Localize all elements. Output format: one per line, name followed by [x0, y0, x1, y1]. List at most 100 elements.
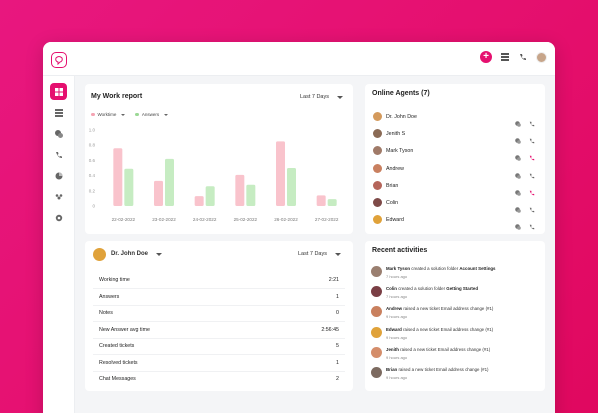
call-button[interactable] — [529, 183, 535, 201]
user-avatar[interactable] — [536, 51, 547, 63]
work-report-range-dropdown[interactable]: Last 7 Days — [300, 94, 343, 100]
agent-row[interactable]: Andrew — [365, 163, 545, 179]
bar-answers[interactable] — [124, 168, 134, 206]
call-button[interactable] — [529, 114, 535, 132]
top-bar: + — [43, 42, 555, 76]
y-tick-label: 0.8 — [89, 143, 96, 148]
grid-menu-icon[interactable] — [500, 52, 510, 62]
legend-worktime[interactable]: Worktime — [91, 112, 126, 117]
row-divider — [93, 304, 345, 306]
call-button[interactable] — [529, 131, 535, 149]
legend-answers-label: Answers — [141, 112, 160, 117]
x-tick-label: 23-02-2022 — [152, 217, 176, 222]
bar-worktime[interactable] — [194, 196, 204, 206]
activity-item[interactable]: Colin created a solution folder Getting … — [365, 284, 545, 302]
phone-icon — [529, 138, 535, 144]
users-icon — [55, 193, 62, 199]
bar-answers[interactable] — [205, 186, 215, 206]
call-button[interactable] — [529, 217, 535, 235]
sidebar-item-contacts[interactable] — [50, 188, 67, 205]
stat-value: 1 — [336, 293, 339, 300]
chat-button[interactable] — [515, 166, 521, 184]
bar-worktime[interactable] — [316, 195, 326, 206]
stat-label: Created tickets — [99, 343, 135, 349]
activity-actor: Jenith — [386, 346, 399, 352]
activity-action: raised a new ticket Email address change… — [398, 346, 491, 352]
bar-worktime[interactable] — [235, 174, 245, 206]
phone-icon — [529, 224, 535, 230]
activity-time: 7 hours ago — [386, 274, 408, 279]
phone-icon — [529, 156, 535, 161]
chat-button[interactable] — [515, 200, 521, 218]
chat-button[interactable] — [515, 217, 521, 235]
activity-text: Edward raised a new ticket Email address… — [386, 327, 493, 332]
call-button[interactable] — [529, 166, 535, 184]
bar-worktime[interactable] — [113, 148, 123, 206]
activity-target: Getting Started — [446, 286, 479, 292]
y-tick-label: 0.4 — [89, 173, 96, 178]
bar-worktime[interactable] — [276, 141, 285, 206]
range-label: Last 7 Days — [299, 94, 329, 100]
agent-name: Dr. John Doe — [111, 251, 149, 257]
agent-actions — [515, 131, 535, 149]
chat-button[interactable] — [515, 114, 521, 132]
chat-button[interactable] — [515, 148, 521, 166]
chat-button[interactable] — [515, 131, 521, 149]
bar-answers[interactable] — [287, 168, 296, 206]
sidebar-item-calls[interactable] — [50, 146, 67, 163]
phone-icon — [529, 190, 535, 196]
sidebar-item-chats[interactable] — [50, 125, 67, 142]
bar-answers[interactable] — [246, 184, 256, 206]
activity-item[interactable]: Andrew raised a new ticket Email address… — [365, 304, 545, 322]
agent-name: Andrew — [386, 165, 404, 172]
app-logo[interactable] — [51, 52, 67, 68]
row-divider — [93, 337, 345, 339]
activity-target: Account Settings — [459, 266, 496, 271]
y-tick-label: 1.0 — [89, 128, 96, 133]
answers-dot-icon — [135, 112, 139, 117]
activity-time: 7 hours ago — [386, 294, 408, 300]
agent-stats-range-dropdown[interactable]: Last 7 Days — [298, 251, 341, 257]
range-label: Last 7 Days — [297, 251, 327, 257]
stat-row: New Answer avg time 2:56:45 — [85, 324, 353, 339]
agent-row[interactable]: Dr. John Doe — [365, 111, 545, 127]
agent-row[interactable]: Jenith S — [365, 128, 545, 144]
work-report-card: My Work report Last 7 Days Worktime Answ… — [85, 84, 353, 234]
call-button[interactable] — [529, 148, 535, 166]
activity-item[interactable]: Mark Tyson created a solution folder Acc… — [365, 264, 545, 282]
chat-icon — [515, 138, 521, 144]
phone-icon — [529, 121, 535, 127]
agent-row[interactable]: Edward — [365, 214, 545, 230]
stat-row: Resolved tickets 1 — [85, 357, 353, 372]
agent-actions — [515, 217, 535, 235]
chat-button[interactable] — [515, 183, 521, 201]
x-tick-label: 27-02-2022 — [315, 217, 339, 222]
sidebar-item-list[interactable] — [50, 104, 67, 121]
agent-select-dropdown[interactable]: Dr. John Doe — [111, 251, 163, 257]
sidebar-item-settings[interactable] — [50, 209, 67, 226]
phone-icon[interactable] — [518, 52, 528, 62]
bar-answers[interactable] — [165, 158, 174, 206]
chevron-down-icon — [121, 113, 126, 116]
agent-row[interactable]: Colin — [365, 197, 545, 213]
activity-item[interactable]: Jenith raised a new ticket Email address… — [365, 345, 545, 363]
activity-text: Mark Tyson created a solution folder Acc… — [386, 266, 496, 271]
legend-answers[interactable]: Answers — [135, 112, 169, 117]
phone-icon — [529, 173, 535, 178]
agent-avatar — [93, 248, 106, 261]
bar-worktime[interactable] — [154, 180, 163, 206]
agent-row[interactable]: Brian — [365, 180, 545, 196]
agent-row[interactable]: Mark Tyson — [365, 145, 545, 162]
activity-text: Jenith raised a new ticket Email address… — [386, 347, 490, 352]
sidebar-item-reports[interactable] — [50, 167, 67, 184]
call-button[interactable] — [529, 200, 535, 218]
activity-item[interactable]: Brian raised a new ticket Email address … — [365, 365, 545, 383]
activity-actor: Andrew — [386, 306, 403, 312]
activity-item[interactable]: Edward raised a new ticket Email address… — [365, 325, 545, 343]
stat-label: New Answer avg time — [99, 326, 150, 333]
sidebar-item-dashboard[interactable] — [50, 83, 67, 100]
chevron-down-icon — [164, 113, 169, 116]
stat-row: Working time 2:21 — [85, 274, 353, 289]
add-button[interactable]: + — [480, 51, 492, 63]
bar-answers[interactable] — [327, 199, 337, 206]
